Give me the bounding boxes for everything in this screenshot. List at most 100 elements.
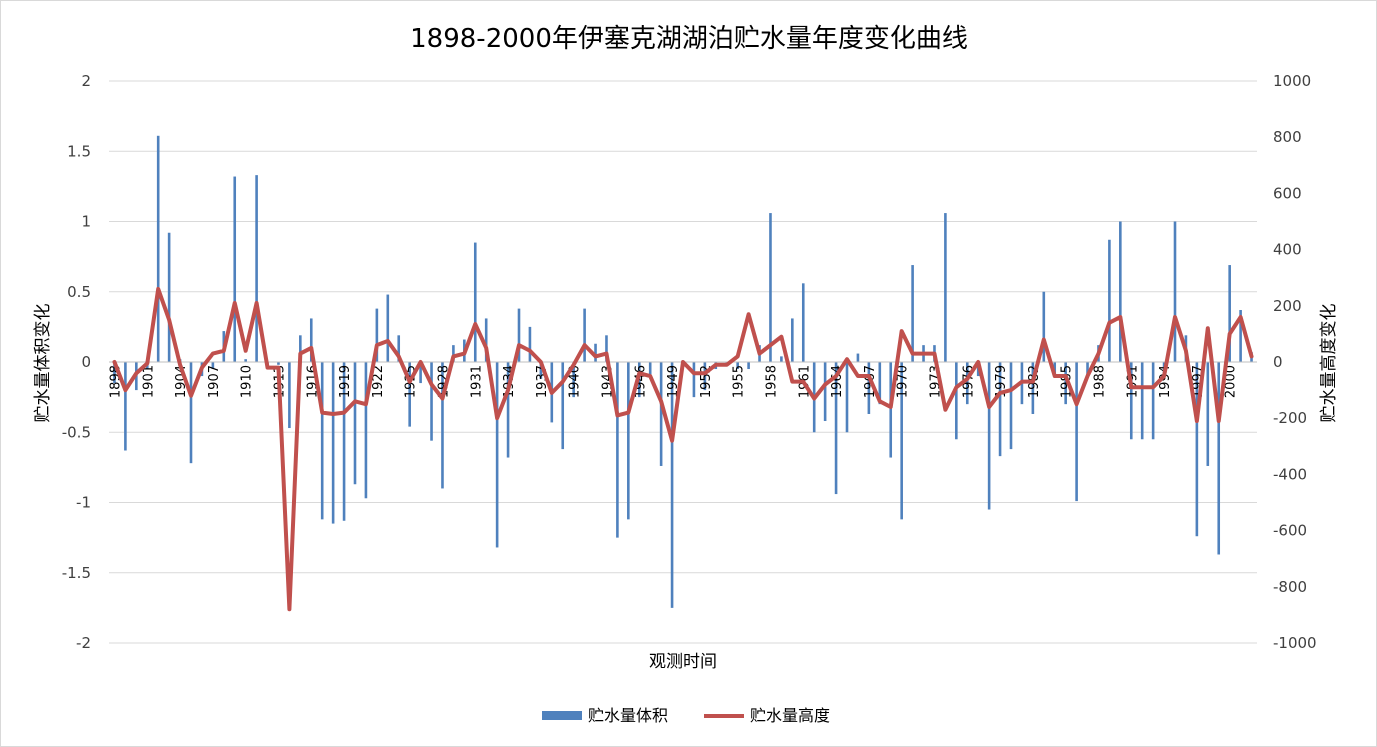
bar-1931 (473, 242, 477, 362)
bar-1986 (1075, 362, 1078, 502)
bar-1913 (277, 362, 280, 365)
bar-1987 (1086, 362, 1089, 377)
x-tick-label: 1970 (896, 365, 911, 398)
right-tick-label: 400 (1273, 241, 1302, 259)
bar-1978 (987, 362, 991, 510)
x-tick-label: 1922 (371, 365, 386, 398)
bar-1963 (823, 362, 827, 422)
bar-1951 (692, 362, 696, 398)
bar-1945 (627, 362, 630, 520)
bar-1943 (605, 335, 608, 362)
bar-1993 (1151, 362, 1155, 440)
bar-1965 (845, 362, 849, 433)
bar-1982 (1031, 362, 1035, 414)
bar-1920 (353, 362, 357, 485)
bar-1921 (364, 362, 368, 499)
bar-2000 (1228, 265, 1231, 362)
left-tick-label: 0 (81, 353, 91, 371)
bar-1958 (769, 213, 772, 362)
bar-1949 (670, 362, 674, 608)
bar-1924 (397, 335, 401, 362)
bar-1976 (965, 362, 969, 405)
bar-1898 (113, 362, 116, 384)
bar-1902 (156, 135, 160, 362)
bar-1918 (331, 362, 335, 524)
left-tick-label: -1.5 (62, 564, 91, 582)
x-tick-label: 1910 (240, 365, 255, 398)
bar-1960 (791, 318, 794, 362)
bar-1922 (375, 308, 379, 362)
x-tick-label: 1940 (568, 365, 583, 398)
bar-1909 (233, 176, 237, 362)
bar-1974 (944, 213, 947, 362)
bar-1970 (900, 362, 903, 520)
bar-1980 (1009, 362, 1013, 450)
left-tick-label: -1 (76, 494, 91, 512)
bar-1989 (1108, 239, 1111, 362)
bar-1959 (780, 356, 783, 362)
legend: 贮水量体积 贮水量高度 (542, 706, 830, 725)
bar-1968 (878, 362, 882, 405)
bar-1926 (419, 362, 422, 384)
bar-1923 (386, 294, 390, 362)
bar-1940 (572, 362, 575, 398)
bar-1911 (255, 175, 258, 362)
bar-1990 (1119, 221, 1122, 362)
x-tick-label: 1988 (1092, 365, 1107, 398)
right-tick-label: -200 (1273, 409, 1307, 427)
bar-1991 (1129, 362, 1133, 440)
right-tick-label: -1000 (1273, 634, 1317, 652)
bar-1995 (1173, 221, 1177, 362)
bar-1928 (441, 362, 444, 489)
legend-swatch-volume (542, 711, 582, 720)
bar-1915 (299, 335, 302, 362)
left-tick-label: 2 (81, 72, 91, 90)
bar-1947 (648, 362, 652, 377)
legend-label-volume: 贮水量体积 (588, 706, 668, 725)
bar-1936 (528, 326, 532, 363)
bar-1914 (288, 362, 291, 429)
x-axis-title: 观测时间 (649, 652, 717, 672)
bar-1952 (703, 362, 707, 391)
bar-1905 (189, 362, 193, 464)
bar-1925 (408, 362, 411, 427)
right-tick-label: 600 (1273, 184, 1302, 202)
bar-1934 (506, 362, 510, 458)
right-tick-label: -600 (1273, 522, 1307, 540)
bar-1983 (1042, 291, 1046, 362)
bar-1955 (736, 362, 739, 370)
left-axis-ticks: 2 1.5 1 0.5 0 -0.5 -1 -1.5 -2 (62, 72, 91, 652)
bar-1961 (801, 283, 805, 362)
bar-1966 (856, 353, 860, 362)
bar-1967 (867, 362, 871, 414)
bar-1999 (1217, 362, 1221, 555)
right-tick-label: 200 (1273, 297, 1302, 315)
bar-1910 (244, 359, 247, 362)
bar-1935 (517, 308, 521, 362)
x-tick-label: 1907 (207, 365, 222, 398)
bar-1975 (955, 362, 958, 440)
x-tick-label: 1901 (141, 365, 156, 398)
bar-1979 (998, 362, 1002, 457)
bar-1948 (659, 362, 663, 466)
height-line-layer (112, 286, 1254, 612)
x-tick-label: 1904 (174, 365, 189, 398)
bar-1985 (1064, 362, 1067, 405)
bar-1944 (616, 362, 619, 538)
right-tick-label: -400 (1273, 465, 1307, 483)
x-tick-label: 1955 (732, 365, 747, 398)
bar-1927 (430, 362, 433, 441)
legend-label-height: 贮水量高度 (750, 706, 830, 725)
bar-1929 (452, 345, 455, 362)
bar-1956 (747, 362, 750, 370)
bar-1917 (320, 362, 324, 520)
left-tick-label: -2 (76, 634, 91, 652)
left-tick-label: 1 (81, 213, 91, 231)
bar-1971 (911, 265, 914, 362)
x-tick-label: 1994 (1158, 365, 1173, 398)
bar-1916 (309, 318, 313, 362)
x-tick-label: 1958 (764, 365, 779, 398)
bar-1899 (124, 362, 127, 451)
